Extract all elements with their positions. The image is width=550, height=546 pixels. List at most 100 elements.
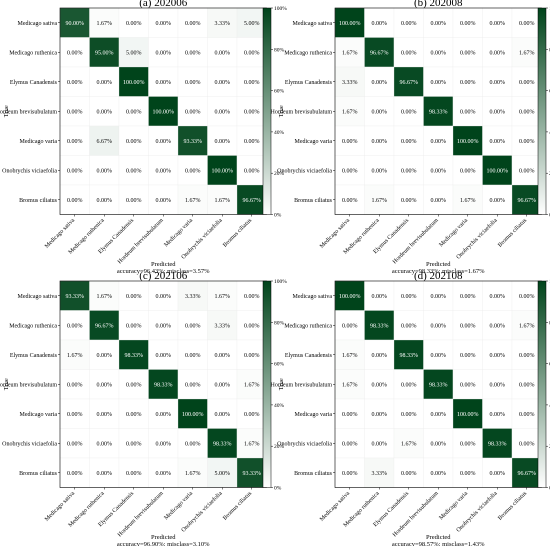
heatmap-cell: [423, 369, 454, 400]
cell-value-label: 0.00%: [519, 294, 535, 300]
cell-value-label: 0.00%: [215, 412, 231, 418]
cell-value-label: 0.00%: [519, 80, 535, 86]
colorbar-tick-label: 40%: [274, 403, 285, 409]
heatmap-cell: [177, 339, 208, 370]
cell-value-label: 0.00%: [244, 109, 260, 115]
cell-value-label: 0.00%: [490, 471, 506, 477]
y-tick-label: Medicago ruthenica: [9, 323, 57, 329]
heatmap-cell: [59, 125, 90, 156]
heatmap-cell: [118, 37, 149, 68]
cell-value-label: 0.00%: [372, 21, 388, 27]
cell-value-label: 0.00%: [126, 139, 142, 145]
cell-value-label: 0.00%: [342, 412, 358, 418]
y-tick-label: Onobrychis viciaefolia: [2, 440, 57, 447]
heatmap-cell: [236, 184, 267, 215]
heatmap-cell: [236, 280, 267, 311]
cell-value-label: 3.33%: [372, 471, 388, 477]
heatmap-cell: [482, 125, 513, 156]
heatmap-cell: [511, 310, 542, 341]
cell-value-label: 1.67%: [244, 441, 260, 447]
heatmap-cell: [334, 155, 365, 186]
heatmap-cell: [59, 428, 90, 459]
cell-value-label: 0.00%: [156, 198, 172, 204]
heatmap-cell: [118, 369, 149, 400]
cell-value-label: 0.00%: [401, 50, 417, 56]
cell-value-label: 0.00%: [431, 80, 447, 86]
cell-value-label: 0.00%: [401, 168, 417, 174]
cell-value-label: 0.00%: [519, 412, 535, 418]
heatmap-cell: [393, 96, 424, 127]
cell-value-label: 0.00%: [431, 198, 447, 204]
cell-value-label: 3.33%: [215, 323, 231, 329]
colorbar-tick-label: 20%: [274, 171, 285, 177]
cell-value-label: 0.00%: [185, 109, 201, 115]
heatmap-cell: [334, 7, 365, 38]
cell-value-label: 0.00%: [67, 382, 83, 388]
colorbar-tick-label: 100%: [274, 279, 287, 285]
cell-value-label: 0.00%: [519, 353, 535, 359]
cell-value-label: 0.00%: [372, 412, 388, 418]
cell-value-label: 0.00%: [185, 80, 201, 86]
cell-value-label: 0.00%: [185, 323, 201, 329]
heatmap-cell: [236, 37, 267, 68]
cell-value-label: 0.00%: [97, 353, 113, 359]
y-tick-label: Medicago sativa: [18, 21, 58, 27]
y-tick-label: Elymus Canadensis: [10, 80, 58, 86]
cell-value-label: 96.67%: [518, 471, 537, 477]
heatmap-cell: [423, 155, 454, 186]
y-tick-label: Elymus Canadensis: [285, 353, 333, 359]
cell-value-label: 0.00%: [342, 441, 358, 447]
cell-value-label: 98.33%: [488, 441, 507, 447]
panel-title: (d) 202108: [414, 270, 463, 282]
cell-value-label: 0.00%: [156, 471, 172, 477]
y-tick-label: Bromus ciliatus: [294, 198, 332, 204]
cell-value-label: 100.00%: [123, 80, 145, 86]
heatmap-cell: [177, 37, 208, 68]
cell-value-label: 0.00%: [490, 294, 506, 300]
cell-value-label: 0.00%: [156, 353, 172, 359]
heatmap-cell: [423, 96, 454, 127]
heatmap-cell: [118, 66, 149, 97]
heatmap-cell: [482, 280, 513, 311]
y-axis-label: True: [3, 378, 10, 390]
heatmap-cell: [207, 66, 238, 97]
heatmap-cell: [89, 96, 120, 127]
colorbar-tick-label: 40%: [274, 130, 285, 136]
cell-value-label: 1.67%: [67, 353, 83, 359]
heatmap-cell: [393, 37, 424, 68]
cell-value-label: 1.67%: [342, 50, 358, 56]
y-tick-label: Onobrychis viciaefolia: [2, 167, 57, 174]
cell-value-label: 0.00%: [490, 139, 506, 145]
cell-value-label: 0.00%: [431, 168, 447, 174]
cell-value-label: 0.00%: [156, 323, 172, 329]
heatmap-cell: [511, 428, 542, 459]
y-tick-label: Medicago ruthenica: [284, 323, 332, 329]
cell-value-label: 0.00%: [490, 21, 506, 27]
cell-value-label: 100.00%: [457, 139, 479, 145]
cell-value-label: 0.00%: [67, 168, 83, 174]
cell-value-label: 0.00%: [97, 441, 113, 447]
cell-value-label: 0.00%: [244, 139, 260, 145]
heatmap-cell: [59, 155, 90, 186]
cell-value-label: 0.00%: [156, 168, 172, 174]
y-tick-label: Hordeum brevisubulatum: [0, 109, 57, 115]
heatmap-cell: [177, 457, 208, 488]
panel-title: (b) 202008: [414, 0, 463, 9]
cell-value-label: 0.00%: [490, 382, 506, 388]
heatmap-cell: [393, 339, 424, 370]
heatmap-cell: [89, 457, 120, 488]
cell-value-label: 0.00%: [185, 21, 201, 27]
cell-value-label: 6.67%: [97, 139, 113, 145]
cell-value-label: 0.00%: [126, 21, 142, 27]
cell-value-label: 0.00%: [401, 471, 417, 477]
cell-value-label: 0.00%: [372, 441, 388, 447]
heatmap-cell: [177, 428, 208, 459]
cell-value-label: 0.00%: [519, 168, 535, 174]
heatmap-cell: [334, 184, 365, 215]
cell-value-label: 0.00%: [519, 382, 535, 388]
heatmap-cell: [423, 7, 454, 38]
cell-value-label: 98.33%: [429, 109, 448, 115]
x-tick-label: Medicago varia: [438, 490, 469, 521]
cell-value-label: 0.00%: [97, 80, 113, 86]
